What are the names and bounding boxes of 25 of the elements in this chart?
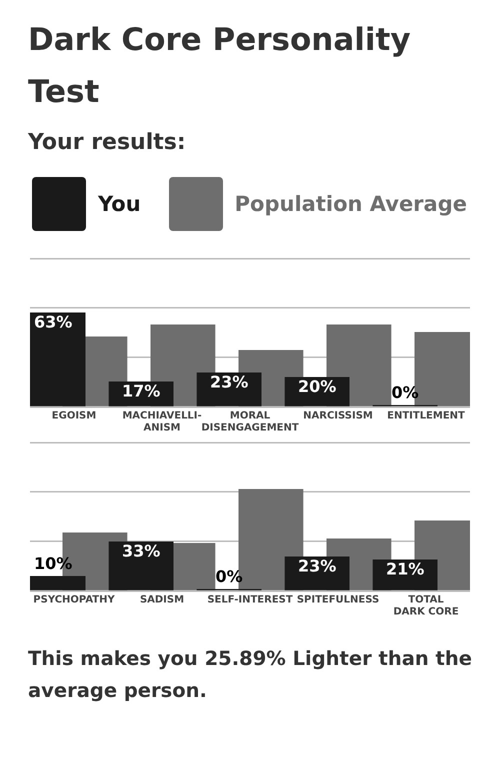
chart-subtitle: Your results: (28, 130, 187, 155)
x-tick-label: MACHIAVELLI- ANISM (122, 410, 202, 434)
x-tick-label: SPITEFULNESS (296, 594, 380, 606)
data-label: 20% (298, 377, 336, 396)
chart-title: Dark Core Personality Test (28, 21, 412, 112)
data-label: 63% (34, 312, 72, 332)
x-tick-label: NARCISSISM (303, 410, 373, 422)
data-label: 21% (386, 560, 424, 579)
x-tick-label: SADISM (140, 594, 184, 606)
data-label: 33% (122, 542, 160, 561)
bar (196, 372, 262, 406)
x-tick-label: PSYCHOPATHY (33, 594, 116, 606)
text: You (98, 192, 141, 216)
data-label: 17% (122, 382, 160, 401)
x-tick-label: MORAL DISENGAGEMENT (201, 410, 299, 434)
x-tick-label: TOTAL DARK CORE (393, 594, 459, 618)
bar (108, 542, 174, 590)
x-tick-label: EGOISM (52, 410, 96, 422)
data-label: 23% (298, 556, 336, 576)
text: Population Average (234, 192, 467, 216)
x-tick-label: ENTITLEMENT (387, 410, 466, 422)
text: This makes you 25.89% Lighter than the average person. (28, 646, 473, 704)
bar (284, 556, 350, 590)
x-tick-label: SELF-INTEREST (207, 594, 293, 606)
data-label: 23% (210, 372, 248, 392)
